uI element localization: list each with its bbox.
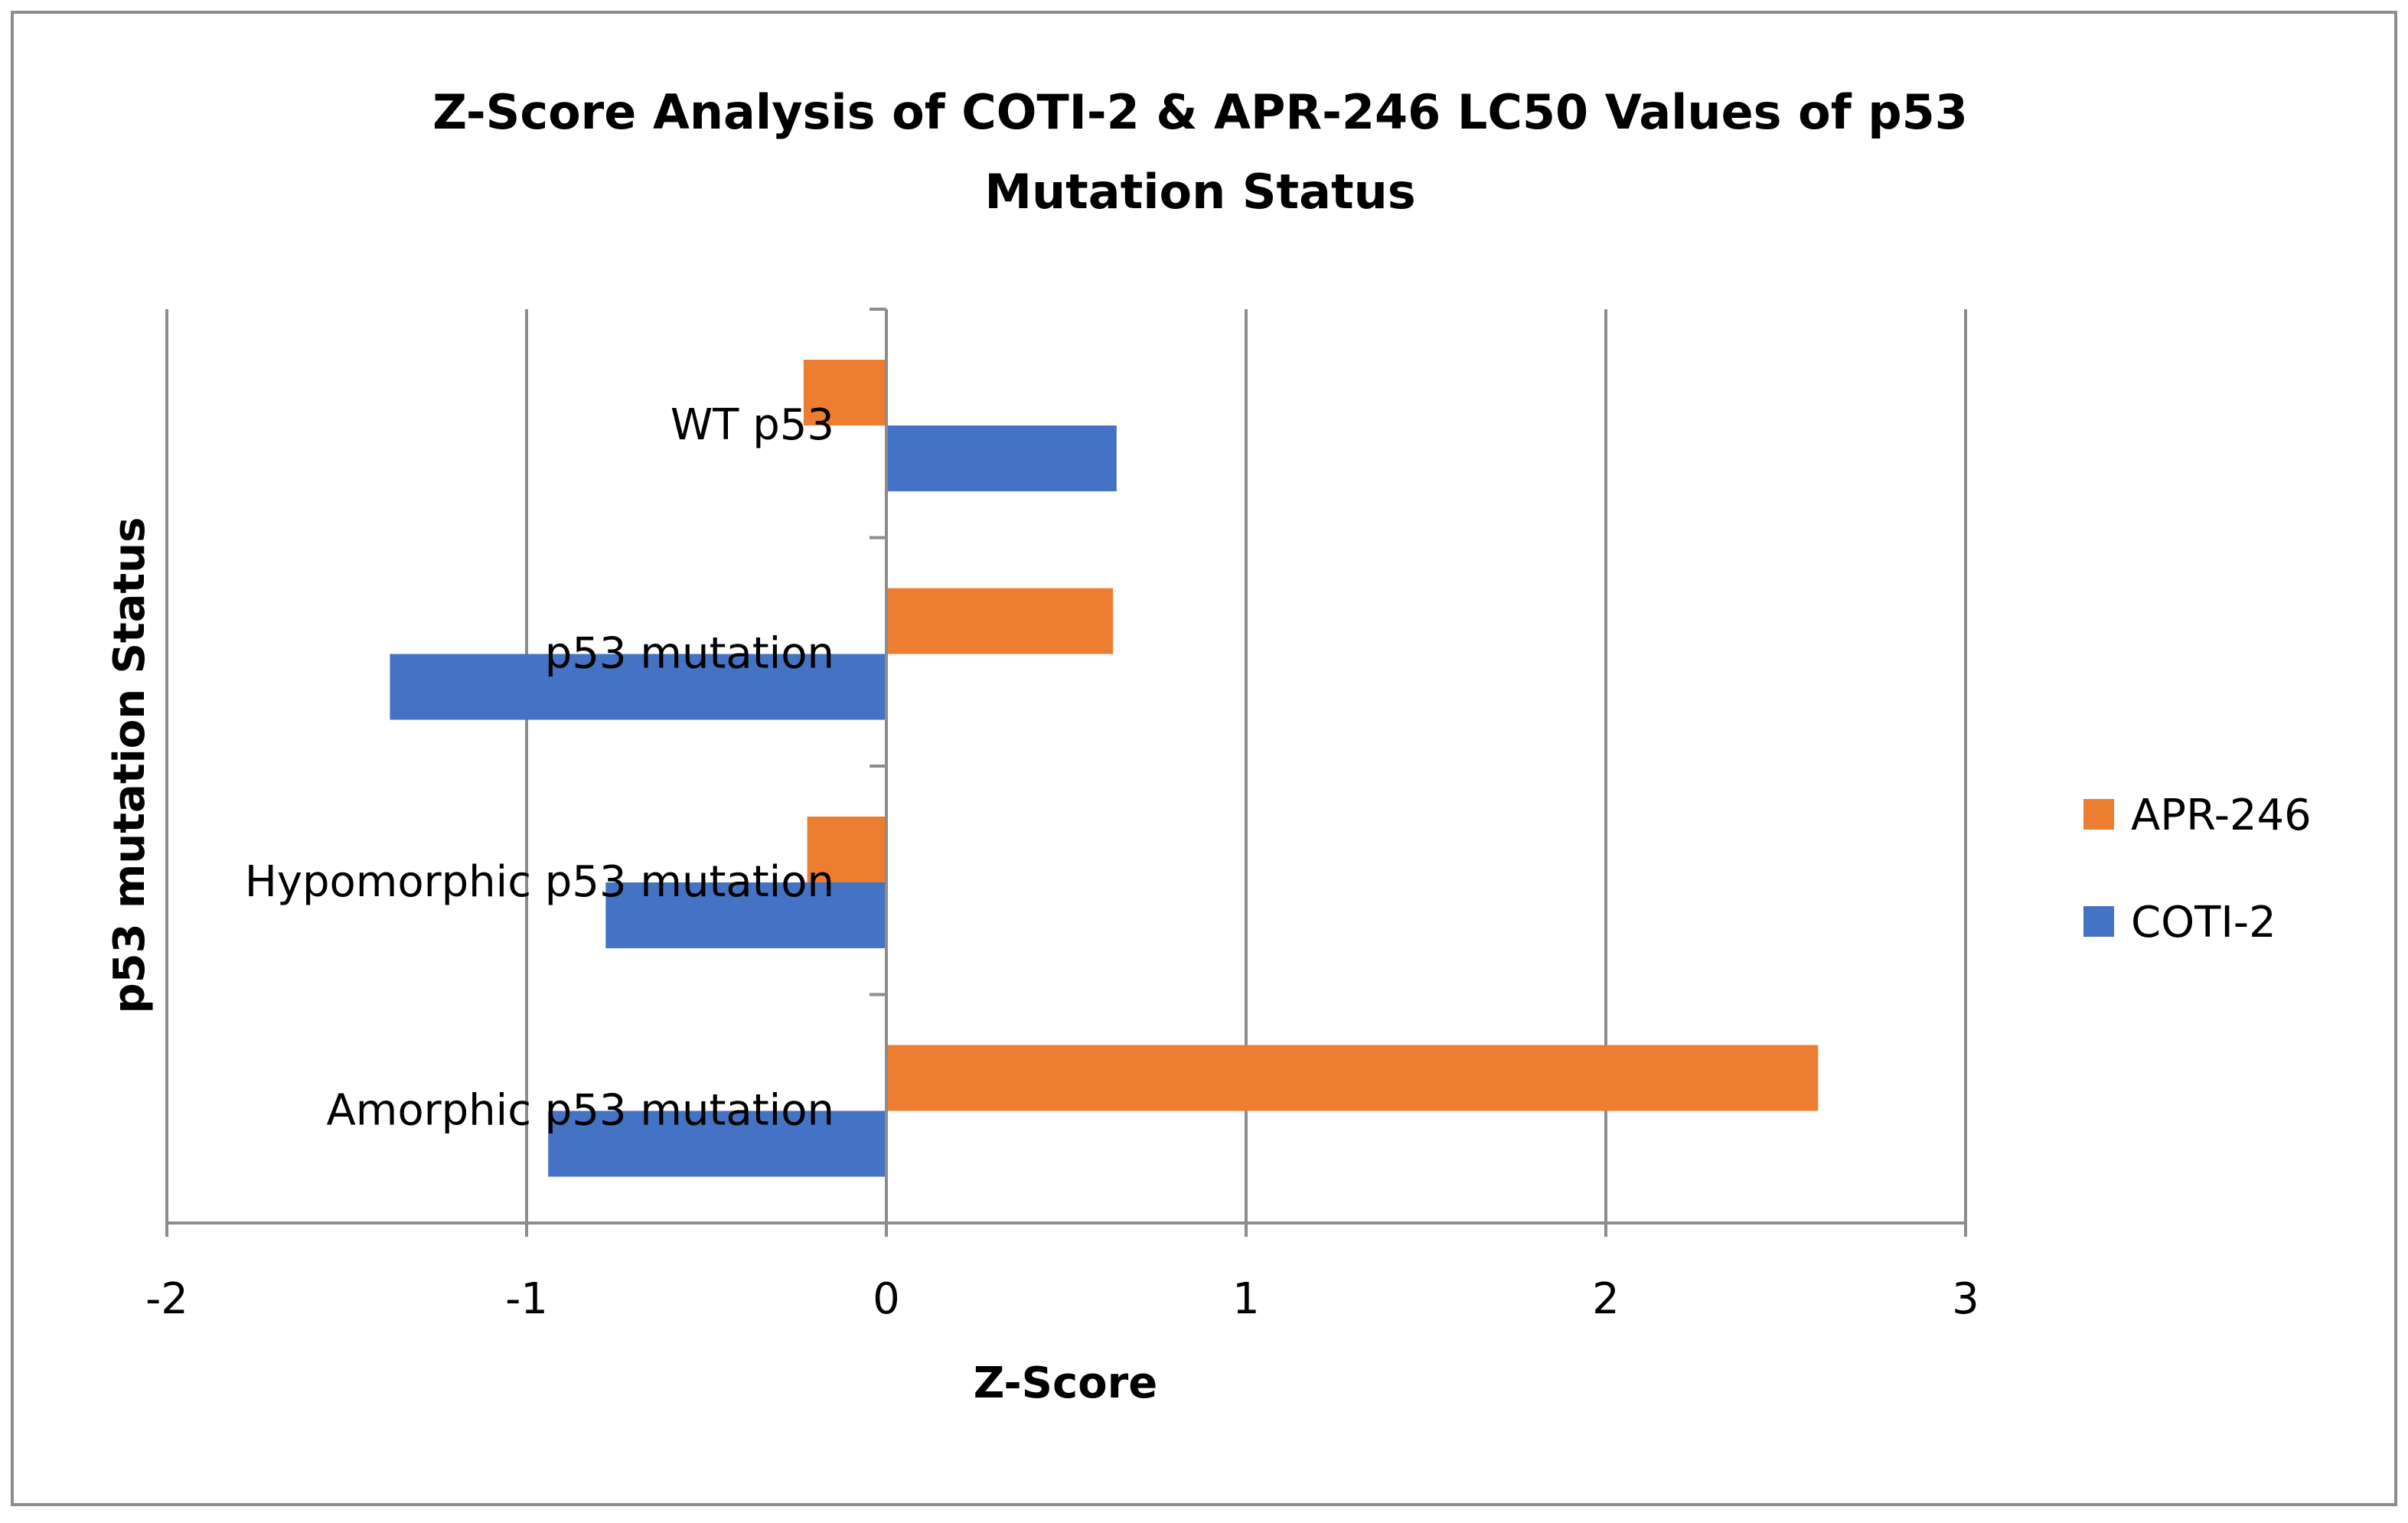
legend-swatch-apr-246 — [2083, 799, 2114, 830]
chart-border — [11, 11, 2397, 1506]
legend-label-coti-2: COTI-2 — [2131, 898, 2276, 947]
bars — [390, 360, 1819, 1177]
axes — [165, 308, 1967, 1237]
chart-title-line-1: Z-Score Analysis of COTI-2 & APR-246 LC5… — [432, 84, 1968, 140]
x-tick-label-4: 2 — [1592, 1274, 1620, 1324]
legend: APR-246 COTI-2 — [2083, 791, 2312, 947]
bar-apr-246-3 — [886, 1045, 1819, 1111]
y-axis-title: p53 mutation Status — [105, 517, 155, 1014]
x-tick-label-1: -1 — [505, 1274, 548, 1324]
bar-coti-2-0 — [886, 426, 1117, 491]
bar-coti-2-3 — [548, 1110, 886, 1177]
category-label-1: p53 mutation — [545, 629, 834, 679]
category-label-0: WT p53 — [671, 400, 834, 450]
x-tick-label-3: 1 — [1232, 1274, 1260, 1324]
bar-apr-246-0 — [803, 360, 886, 426]
bar-coti-2-1 — [390, 654, 886, 720]
bar-apr-246-1 — [886, 588, 1114, 654]
category-label-3: Amorphic p53 mutation — [326, 1086, 834, 1136]
x-tick-label-0: -2 — [145, 1274, 188, 1324]
x-axis-title: Z-Score — [974, 1358, 1157, 1408]
legend-label-apr-246: APR-246 — [2131, 791, 2312, 840]
chart-title-line-2: Mutation Status — [984, 164, 1415, 220]
legend-swatch-coti-2 — [2083, 906, 2114, 937]
x-tick-label-2: 0 — [873, 1274, 900, 1324]
category-label-2: Hypomorphic p53 mutation — [245, 857, 834, 907]
bar-coti-2-2 — [605, 882, 886, 948]
x-tick-label-5: 3 — [1952, 1274, 1979, 1324]
labels: -2 -1 0 1 2 3 WT p53 p53 mutation Hypomorphic p5… — [145, 400, 1979, 1324]
bar-apr-246-2 — [807, 817, 886, 882]
